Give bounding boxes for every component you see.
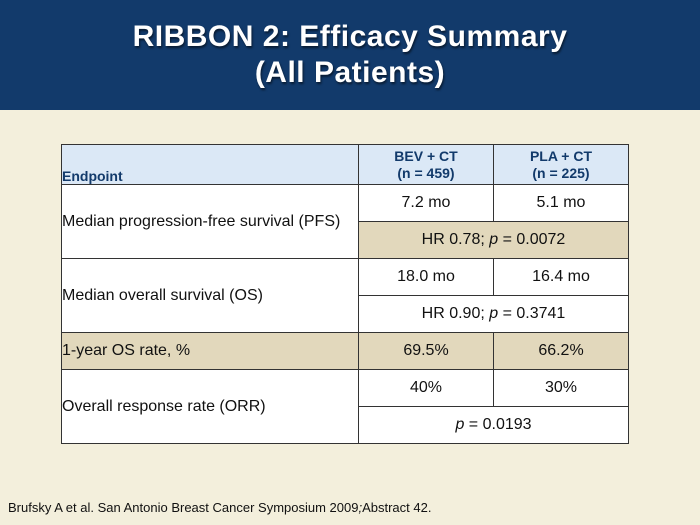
column-header-bev: BEV + CT (n = 459)	[358, 144, 494, 185]
bev-arm-label: BEV + CT	[394, 147, 458, 164]
pfs-p-value: = 0.0072	[498, 231, 566, 248]
pfs-hr-text: HR 0.78;	[421, 231, 490, 248]
os-hr-text: HR 0.90;	[421, 305, 490, 322]
column-header-pla: PLA + CT (n = 225)	[493, 144, 629, 185]
os-hazard-ratio: HR 0.90; p = 0.3741	[358, 295, 629, 333]
table-row-os: Median overall survival (OS) 18.0 mo 16.…	[61, 258, 629, 333]
table-header-row: Endpoint BEV + CT (n = 459) PLA + CT (n …	[61, 144, 629, 185]
table-row-pfs-hr: HR 0.78; p = 0.0072	[62, 221, 629, 259]
os-bev-value: 18.0 mo	[358, 258, 494, 296]
endpoint-pfs: Median progression-free survival (PFS)	[61, 184, 359, 259]
table-row-orr: Overall response rate (ORR) 40% 30%	[61, 369, 629, 444]
slide-header: RIBBON 2: Efficacy Summary (All Patients…	[0, 0, 700, 110]
citation-abstract: Abstract 42.	[362, 500, 432, 515]
pfs-bev-value: 7.2 mo	[358, 184, 494, 222]
orr-pla-value: 30%	[493, 369, 629, 407]
os1yr-pla-value: 66.2%	[493, 332, 629, 370]
column-header-endpoint: Endpoint	[61, 144, 359, 185]
orr-p-value-cell: p = 0.0193	[358, 406, 629, 444]
table-row-os-hr: HR 0.90; p = 0.3741	[62, 295, 629, 333]
table-row-orr-p: p = 0.0193	[62, 406, 629, 444]
citation-footer: Brufsky A et al. San Antonio Breast Canc…	[8, 500, 431, 515]
orr-p-value: = 0.0193	[464, 416, 532, 433]
pla-arm-label: PLA + CT	[529, 147, 593, 164]
citation-separator: ;	[358, 500, 363, 515]
os-pla-value: 16.4 mo	[493, 258, 629, 296]
slide-title-line2: (All Patients)	[254, 56, 446, 89]
endpoint-orr: Overall response rate (ORR)	[61, 369, 359, 444]
os-p-symbol: p	[489, 305, 499, 322]
efficacy-table: Endpoint BEV + CT (n = 459) PLA + CT (n …	[61, 144, 629, 444]
pfs-pla-value: 5.1 mo	[493, 184, 629, 222]
orr-bev-value: 40%	[358, 369, 494, 407]
bev-arm-n: (n = 459)	[397, 164, 455, 181]
citation-main: Brufsky A et al. San Antonio Breast Canc…	[8, 500, 359, 515]
table-row-1yr-os: 1-year OS rate, % 69.5% 66.2%	[61, 332, 629, 370]
slide-title-line1: RIBBON 2: Efficacy Summary	[132, 20, 568, 53]
pfs-p-symbol: p	[489, 231, 499, 248]
os1yr-bev-value: 69.5%	[358, 332, 494, 370]
os-p-value: = 0.3741	[498, 305, 566, 322]
endpoint-os: Median overall survival (OS)	[61, 258, 359, 333]
orr-p-symbol: p	[455, 416, 465, 433]
pfs-hazard-ratio: HR 0.78; p = 0.0072	[358, 221, 629, 259]
table-row-pfs: Median progression-free survival (PFS) 7…	[61, 184, 629, 259]
pla-arm-n: (n = 225)	[532, 164, 590, 181]
endpoint-1yr-os: 1-year OS rate, %	[61, 332, 359, 370]
